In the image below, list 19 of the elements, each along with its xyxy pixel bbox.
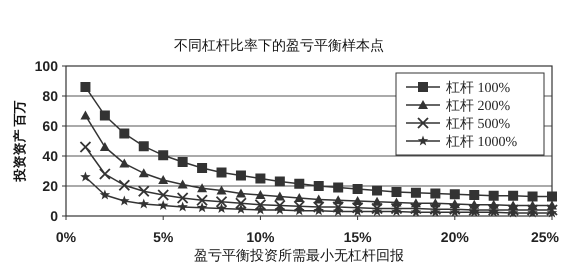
y-tick-label: 40	[42, 148, 58, 164]
legend-label: 杠杆 100%	[445, 80, 510, 96]
y-tick-label: 80	[42, 88, 58, 104]
x-tick-label: 10%	[246, 229, 275, 245]
y-tick-label: 100	[34, 58, 58, 74]
legend-label: 杠杆 200%	[445, 98, 510, 114]
x-tick-label: 25%	[530, 229, 560, 245]
legend-label: 杠杆 500%	[445, 116, 510, 132]
x-tick-label: 0%	[56, 229, 77, 245]
y-tick-label: 0	[50, 208, 58, 224]
chart-title: 不同杠杆比率下的盈亏平衡样本点	[174, 38, 384, 54]
legend-label: 杠杆 1000%	[445, 134, 518, 150]
y-tick-label: 20	[42, 178, 58, 194]
y-tick-label: 60	[42, 118, 58, 134]
x-axis-title: 盈亏平衡投资所需最小无杠杆回报	[194, 248, 404, 264]
x-tick-label: 5%	[153, 229, 174, 245]
x-tick-label: 20%	[440, 229, 470, 245]
y-axis-title: 投资资产 百万	[12, 100, 27, 183]
x-tick-label: 15%	[344, 229, 372, 245]
